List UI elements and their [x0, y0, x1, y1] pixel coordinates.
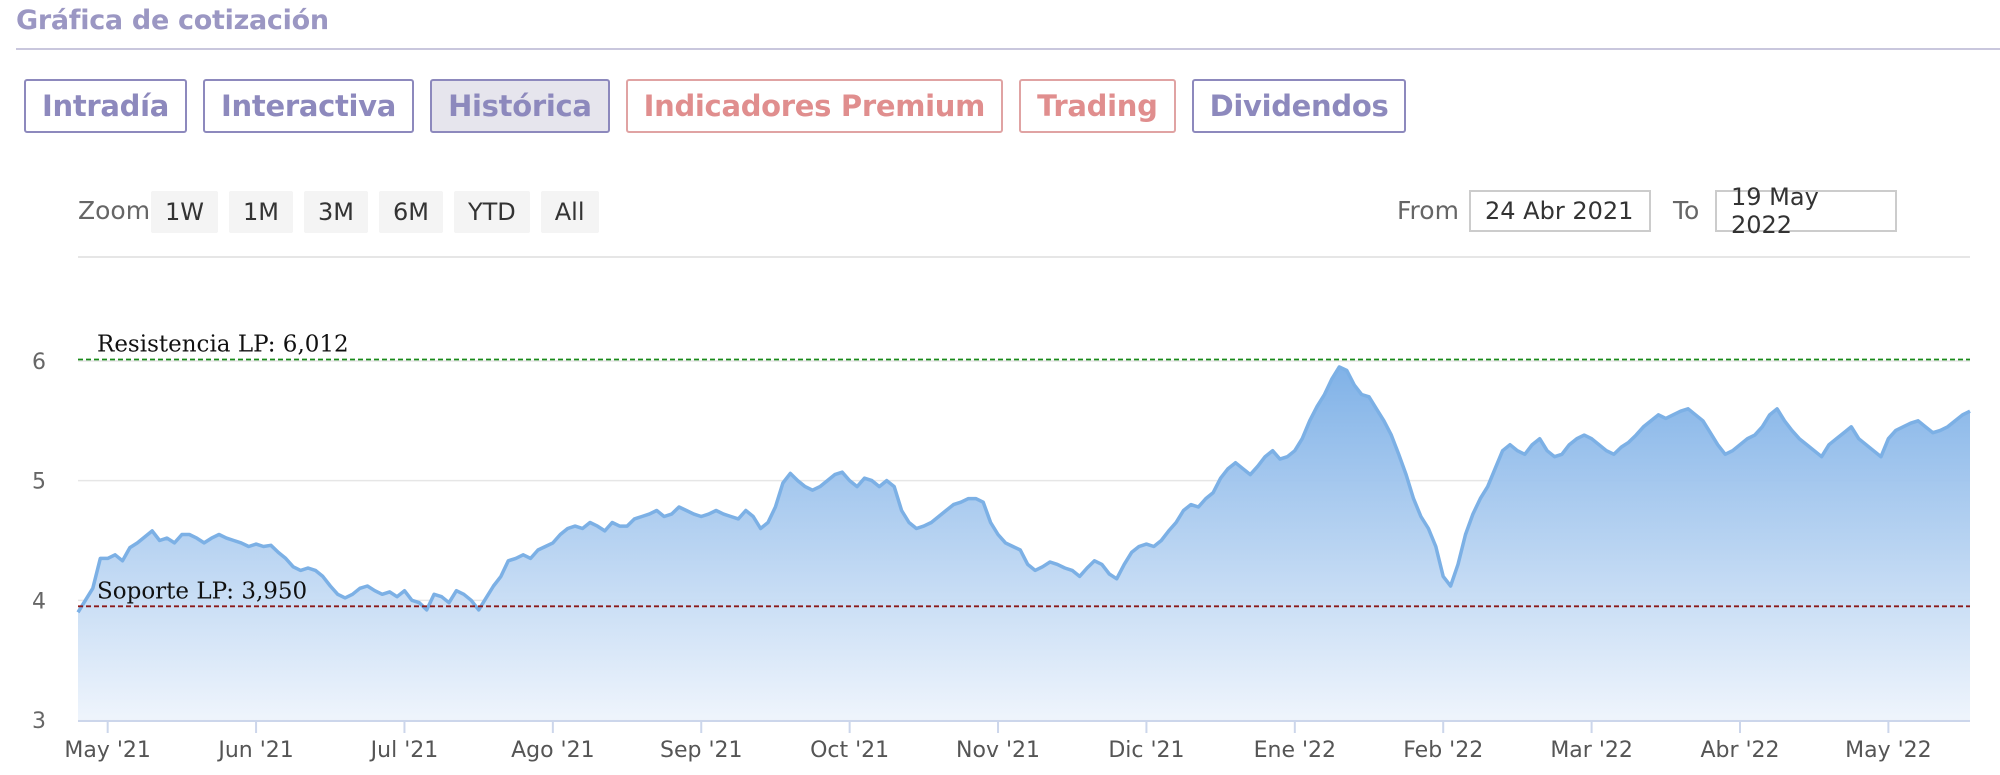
price-area: [78, 366, 1970, 720]
tab-trading[interactable]: Trading: [1019, 79, 1176, 133]
y-tick-label: 6: [32, 350, 46, 375]
x-tick-label: May '22: [1845, 738, 1932, 763]
x-tick-label: Sep '21: [660, 738, 743, 763]
resistance-label: Resistencia LP: 6,012: [97, 332, 349, 358]
to-label: To: [1673, 196, 1700, 225]
tab-historica[interactable]: Histórica: [430, 79, 610, 133]
tab-dividendos[interactable]: Dividendos: [1191, 79, 1407, 133]
x-tick-label: Feb '22: [1403, 738, 1483, 763]
zoom-label: Zoom: [78, 196, 151, 225]
x-tick-label: Nov '21: [956, 738, 1040, 763]
from-label: From: [1397, 196, 1459, 225]
x-tick-label: Dic '21: [1108, 738, 1184, 763]
range-selector-divider: [78, 256, 1970, 258]
x-tick-label: Abr '22: [1700, 738, 1779, 763]
support-label: Soporte LP: 3,950: [97, 578, 307, 604]
y-axis-ticks: 3 4 5 6: [32, 350, 46, 734]
support-resistance-annotations: Resistencia LP: 6,012 Soporte LP: 3,950: [78, 332, 1970, 608]
title-divider: [16, 48, 2000, 50]
from-date-input[interactable]: 24 Abr 2021: [1469, 190, 1651, 232]
x-tick-label: Oct '21: [810, 738, 889, 763]
x-tick-label: Mar '22: [1550, 738, 1633, 763]
zoom-6m-button[interactable]: 6M: [378, 191, 443, 233]
x-tick-label: Jun '21: [216, 738, 293, 763]
chart-tabs: Intradía Interactiva Histórica Indicador…: [24, 79, 1422, 133]
tab-indicadores-premium[interactable]: Indicadores Premium: [625, 79, 1004, 133]
price-line: [76, 365, 1971, 614]
x-tick-label: Jul '21: [369, 738, 439, 763]
x-tick-label: Ene '22: [1254, 738, 1336, 763]
tab-intradia[interactable]: Intradía: [24, 79, 188, 133]
x-axis-ticks: May '21 Jun '21 Jul '21 Ago '21 Sep '21 Oct '…: [64, 721, 1932, 763]
to-date-input[interactable]: 19 May 2022: [1715, 183, 1897, 239]
zoom-3m-button[interactable]: 3M: [303, 191, 368, 233]
section-title: Gráfica de cotización: [16, 5, 329, 36]
tab-interactiva[interactable]: Interactiva: [203, 79, 415, 133]
y-tick-label: 4: [32, 589, 46, 614]
zoom-1m-button[interactable]: 1M: [229, 191, 293, 233]
x-tick-label: May '21: [64, 738, 151, 763]
zoom-1w-button[interactable]: 1W: [151, 191, 218, 233]
y-tick-label: 5: [32, 470, 46, 495]
zoom-all-button[interactable]: All: [540, 191, 599, 233]
y-tick-label: 3: [32, 709, 46, 734]
zoom-buttons: 1W 1M 3M 6M YTD All: [151, 191, 610, 233]
zoom-ytd-button[interactable]: YTD: [453, 191, 530, 233]
x-tick-label: Ago '21: [511, 738, 595, 763]
